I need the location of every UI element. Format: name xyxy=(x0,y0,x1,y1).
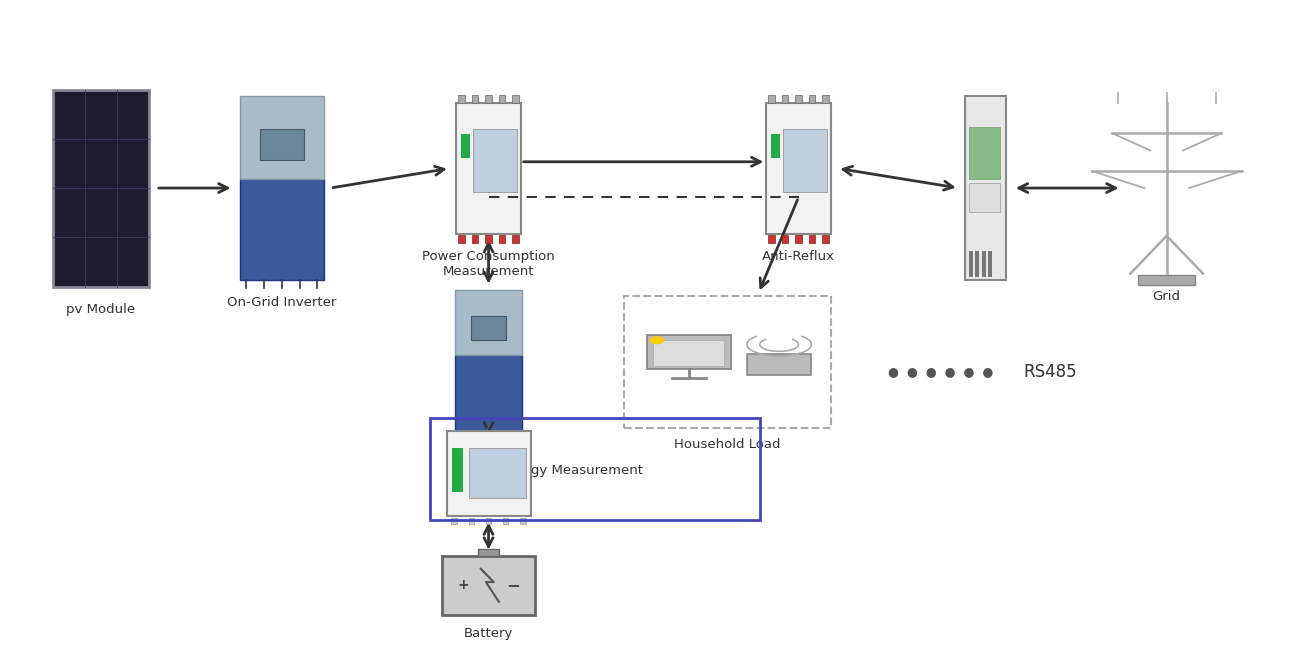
FancyBboxPatch shape xyxy=(766,102,831,234)
FancyBboxPatch shape xyxy=(968,182,1000,212)
FancyBboxPatch shape xyxy=(823,235,829,243)
FancyBboxPatch shape xyxy=(653,340,724,366)
FancyBboxPatch shape xyxy=(781,235,788,243)
FancyBboxPatch shape xyxy=(796,235,802,243)
FancyBboxPatch shape xyxy=(965,96,1006,280)
FancyBboxPatch shape xyxy=(982,251,985,277)
FancyBboxPatch shape xyxy=(1139,275,1195,285)
Text: −: − xyxy=(507,577,520,595)
Text: pv Module: pv Module xyxy=(66,303,135,316)
FancyBboxPatch shape xyxy=(988,251,992,277)
FancyBboxPatch shape xyxy=(468,517,474,523)
Text: +: + xyxy=(458,579,469,593)
FancyBboxPatch shape xyxy=(260,129,304,160)
FancyBboxPatch shape xyxy=(485,235,491,243)
Text: ●  ●  ●  ●  ●  ●: ● ● ● ● ● ● xyxy=(888,365,993,378)
FancyBboxPatch shape xyxy=(478,549,499,556)
FancyBboxPatch shape xyxy=(451,517,458,523)
FancyBboxPatch shape xyxy=(473,129,517,192)
FancyBboxPatch shape xyxy=(472,235,478,243)
FancyBboxPatch shape xyxy=(451,448,463,493)
FancyBboxPatch shape xyxy=(520,517,525,523)
FancyBboxPatch shape xyxy=(456,102,521,234)
FancyBboxPatch shape xyxy=(781,95,788,102)
FancyBboxPatch shape xyxy=(503,517,508,523)
FancyBboxPatch shape xyxy=(458,95,464,102)
FancyBboxPatch shape xyxy=(240,179,324,280)
FancyBboxPatch shape xyxy=(471,316,506,340)
FancyBboxPatch shape xyxy=(240,96,324,179)
FancyBboxPatch shape xyxy=(447,431,530,516)
Text: RS485: RS485 xyxy=(1023,363,1078,381)
FancyBboxPatch shape xyxy=(823,95,829,102)
FancyBboxPatch shape xyxy=(968,128,1000,179)
FancyBboxPatch shape xyxy=(499,235,506,243)
FancyBboxPatch shape xyxy=(796,95,802,102)
FancyBboxPatch shape xyxy=(771,134,780,158)
Text: Anti-Reflux: Anti-Reflux xyxy=(762,251,835,263)
FancyBboxPatch shape xyxy=(968,251,972,277)
FancyBboxPatch shape xyxy=(768,95,775,102)
FancyBboxPatch shape xyxy=(485,95,491,102)
FancyBboxPatch shape xyxy=(975,251,979,277)
FancyBboxPatch shape xyxy=(462,134,471,158)
FancyBboxPatch shape xyxy=(768,235,775,243)
FancyBboxPatch shape xyxy=(512,95,519,102)
FancyBboxPatch shape xyxy=(442,556,536,615)
FancyBboxPatch shape xyxy=(455,355,523,434)
FancyBboxPatch shape xyxy=(647,335,731,369)
FancyBboxPatch shape xyxy=(512,235,519,243)
FancyBboxPatch shape xyxy=(472,95,478,102)
FancyBboxPatch shape xyxy=(458,235,464,243)
Text: DC Energy Measurement: DC Energy Measurement xyxy=(477,464,642,477)
Circle shape xyxy=(650,337,663,344)
FancyBboxPatch shape xyxy=(455,290,523,355)
FancyBboxPatch shape xyxy=(486,517,491,523)
Text: Grid: Grid xyxy=(1153,290,1180,303)
FancyBboxPatch shape xyxy=(809,235,815,243)
FancyBboxPatch shape xyxy=(499,95,506,102)
FancyBboxPatch shape xyxy=(783,129,827,192)
Text: On-Grid Inverter: On-Grid Inverter xyxy=(227,297,337,309)
FancyBboxPatch shape xyxy=(809,95,815,102)
Text: Battery: Battery xyxy=(464,626,514,640)
FancyBboxPatch shape xyxy=(52,90,150,287)
Text: Power Consumption
Measurement: Power Consumption Measurement xyxy=(422,251,555,279)
Text: Household Load: Household Load xyxy=(675,438,781,451)
FancyBboxPatch shape xyxy=(468,448,525,497)
FancyBboxPatch shape xyxy=(747,354,811,375)
